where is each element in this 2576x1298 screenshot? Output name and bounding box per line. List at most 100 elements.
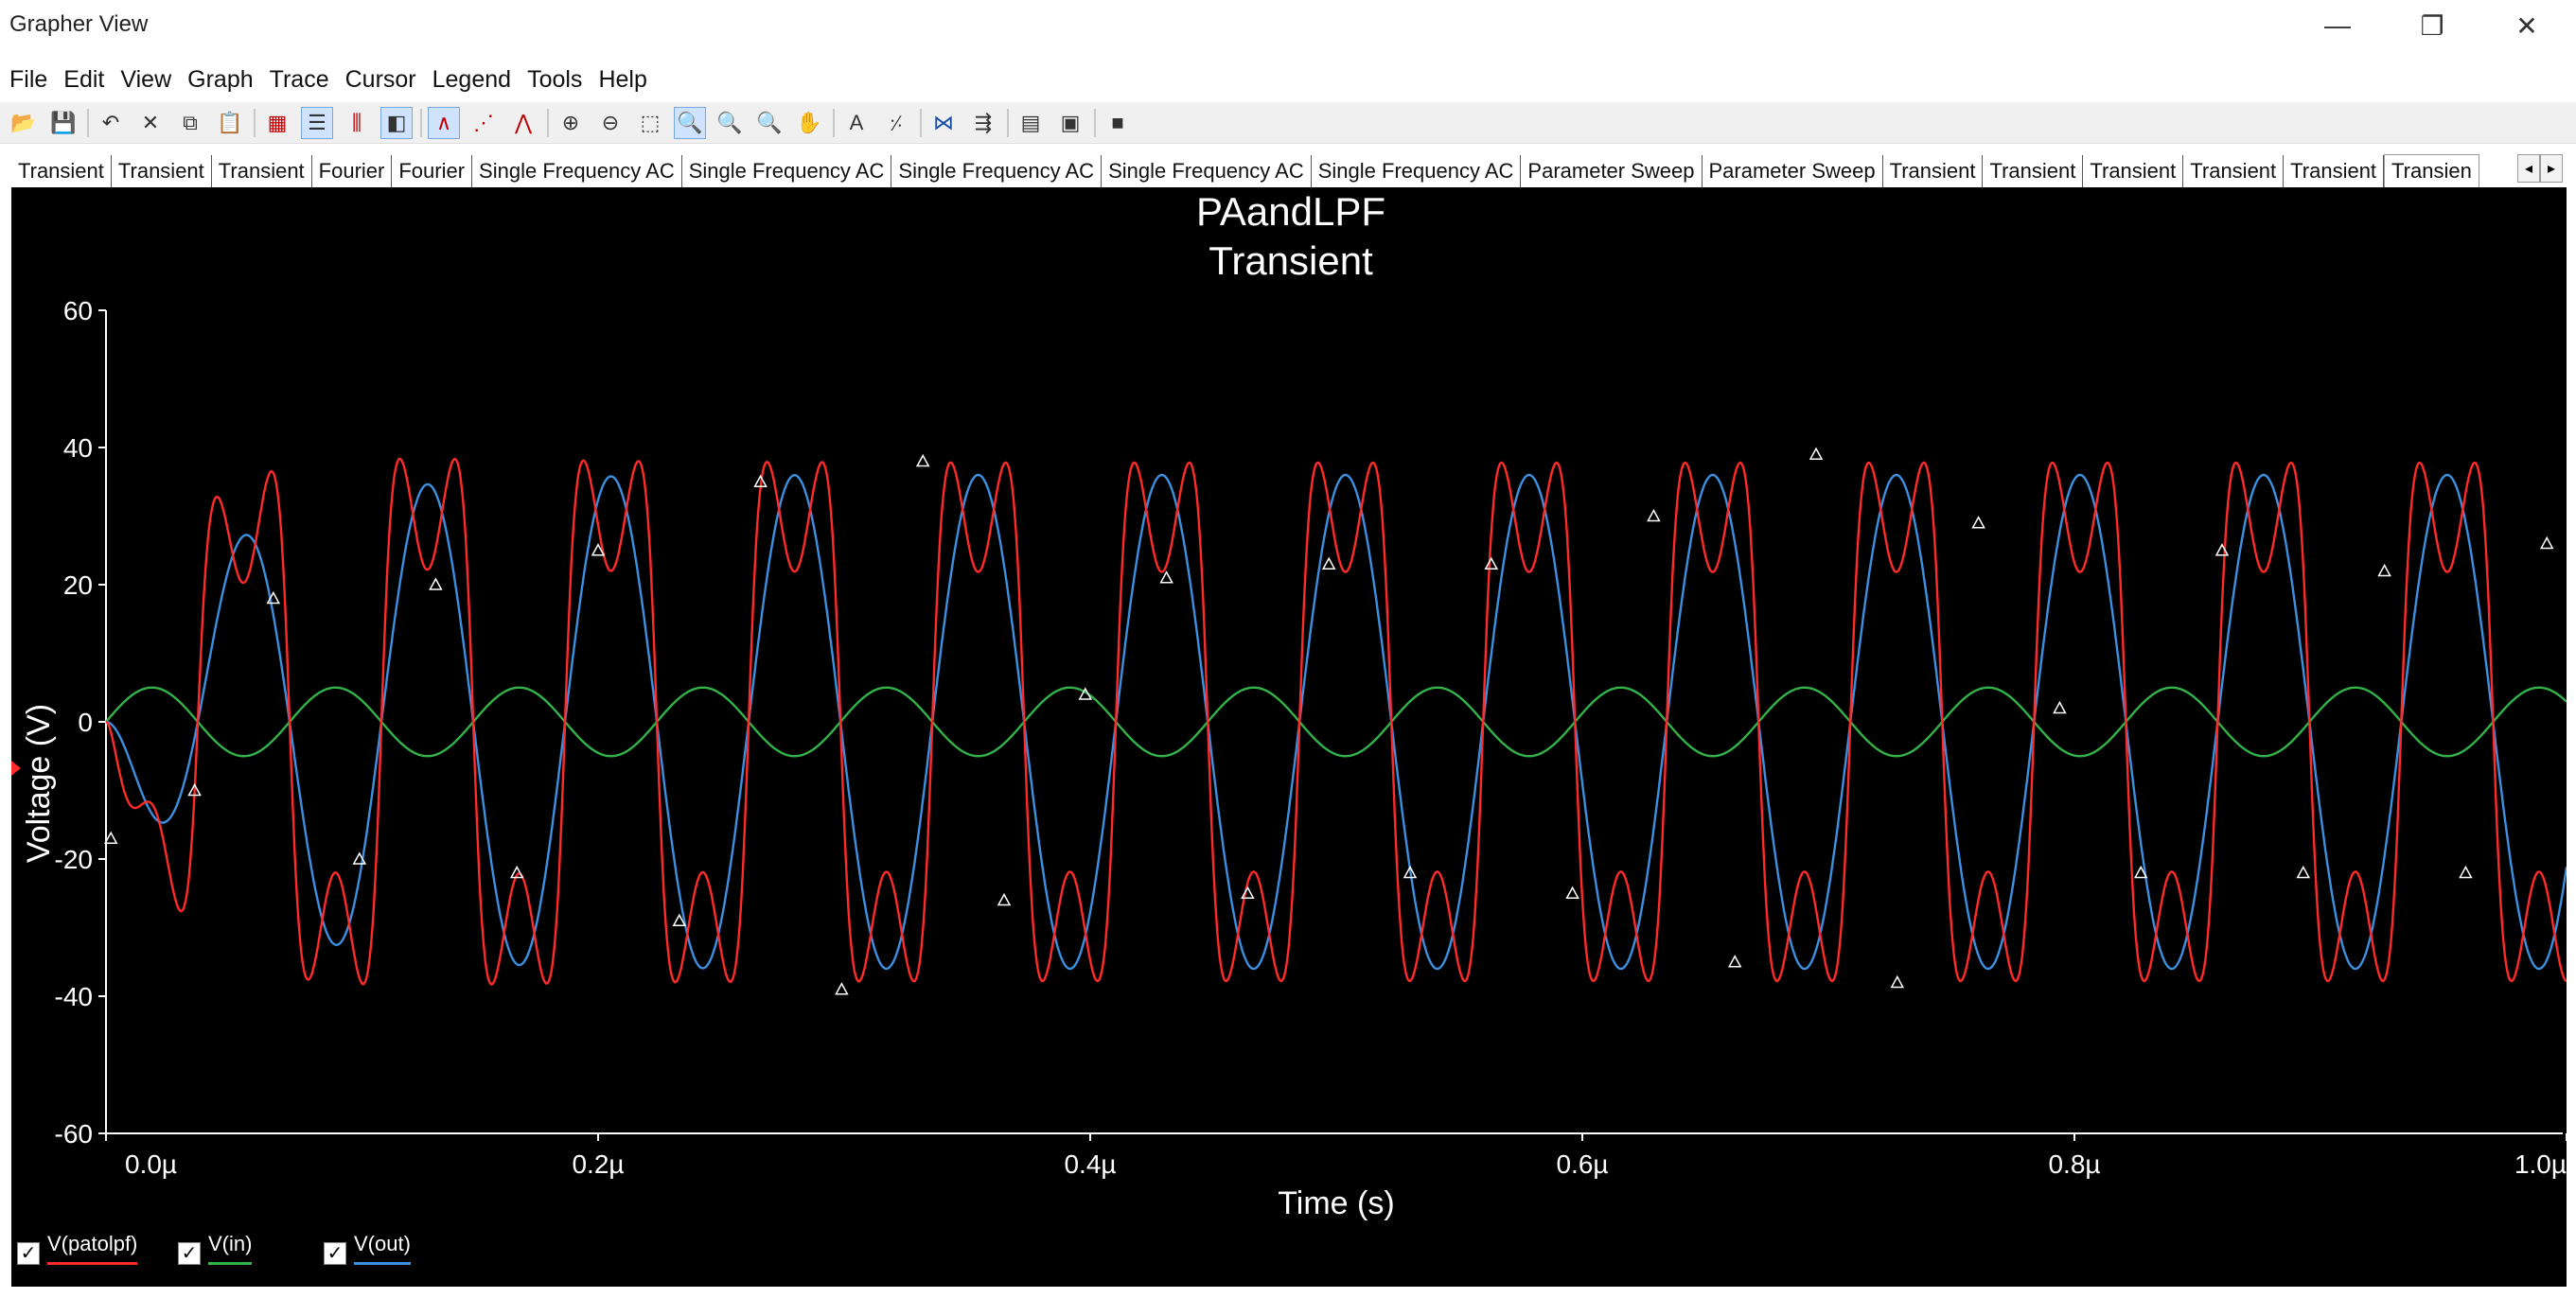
close-button[interactable]: ✕ [2515, 10, 2538, 41]
tab-scroll-right-button[interactable]: ▸ [2540, 154, 2563, 183]
overlay-icon[interactable]: ▤ [1020, 110, 1041, 134]
trace-points-icon[interactable]: ⋰ [473, 110, 494, 134]
trace-marker [672, 913, 687, 926]
tab-transient-14[interactable]: Transient [2083, 155, 2184, 187]
minimize-button[interactable]: — [2324, 10, 2351, 40]
trace-marker [1647, 508, 1661, 522]
tab-fourier-4[interactable]: Fourier [392, 155, 473, 187]
tab-scroll-controls: ◂ ▸ [2517, 154, 2563, 183]
cursor-marker[interactable] [11, 761, 21, 776]
reverse-colors-icon[interactable]: ◧ [380, 106, 413, 139]
trace-marker [1241, 886, 1255, 899]
tab-scroll-left-button[interactable]: ◂ [2517, 154, 2540, 183]
menu-edit[interactable]: Edit [63, 65, 105, 93]
paste-icon[interactable]: 📋 [217, 110, 243, 134]
legend-checkbox[interactable]: ✓ [17, 1242, 40, 1265]
trace-marker [266, 590, 281, 605]
trace-marker [1808, 447, 1824, 460]
zoom-area-icon[interactable]: ⬚ [640, 110, 661, 134]
trace-marker [835, 982, 849, 995]
text-icon[interactable]: A [849, 110, 864, 134]
legend-checkbox[interactable]: ✓ [178, 1242, 201, 1265]
tab-transient-16[interactable]: Transient [2284, 155, 2385, 187]
tab-transient-1[interactable]: Transient [112, 155, 212, 187]
legend-toggle-icon[interactable]: ☰ [301, 106, 333, 139]
tab-transient-15[interactable]: Transient [2183, 155, 2285, 187]
menu-tools[interactable]: Tools [527, 65, 583, 93]
properties-icon[interactable]: ▣ [1060, 110, 1081, 134]
zoom-y-icon[interactable]: 🔍 [756, 110, 783, 134]
zoom-full-icon[interactable]: 🔍 [674, 106, 706, 139]
x-tick-label: 0.0µ [125, 1149, 177, 1179]
trace-marker [1890, 974, 1905, 989]
zoom-in-icon[interactable]: ⊕ [561, 110, 580, 134]
open-icon[interactable]: 📂 [10, 110, 37, 134]
tab-single-frequency-ac-9[interactable]: Single Frequency AC [1312, 155, 1522, 187]
zoom-x-icon[interactable]: 🔍 [716, 110, 743, 134]
tab-single-frequency-ac-5[interactable]: Single Frequency AC [472, 155, 682, 187]
tab-transien-17[interactable]: Transien [2384, 154, 2479, 187]
cut-icon[interactable]: ✕ [141, 110, 160, 134]
trace-marker [2296, 865, 2311, 879]
toolbar-separator [833, 108, 835, 137]
tab-fourier-3[interactable]: Fourier [312, 155, 393, 187]
copy-icon[interactable]: ⧉ [183, 110, 198, 134]
stop-icon[interactable]: ■ [1111, 110, 1124, 134]
menu-legend[interactable]: Legend [432, 65, 512, 93]
trace-marker [187, 782, 202, 797]
menu-graph[interactable]: Graph [187, 65, 254, 93]
trace-line-icon[interactable]: ∧ [428, 106, 460, 139]
undo-icon[interactable]: ↶ [101, 110, 120, 134]
menu-view[interactable]: View [120, 65, 172, 93]
grid-icon[interactable]: ▦ [267, 110, 288, 134]
tab-single-frequency-ac-6[interactable]: Single Frequency AC [682, 155, 892, 187]
legend-item[interactable]: ✓ V(out) [324, 1232, 411, 1265]
y-axis-label: Voltage (V) [21, 704, 57, 863]
tab-single-frequency-ac-7[interactable]: Single Frequency AC [891, 155, 1103, 187]
legend-checkbox[interactable]: ✓ [324, 1242, 346, 1265]
trace-marker [509, 865, 524, 879]
tab-parameter-sweep-10[interactable]: Parameter Sweep [1521, 155, 1703, 187]
zoom-out-icon[interactable]: ⊖ [601, 110, 620, 134]
graph-area[interactable]: PAandLPF Transient Time (s) Voltage (V) … [11, 187, 2567, 1287]
legend-label: V(patolpf) [47, 1232, 138, 1265]
x-tick-label: 1.0µ [2514, 1149, 2567, 1179]
tab-transient-0[interactable]: Transient [11, 155, 112, 187]
trace-marker [1565, 886, 1579, 899]
graph-title-line2: Transient [1209, 238, 1373, 283]
x-tick-label: 0.2µ [572, 1149, 624, 1179]
save-icon[interactable]: 💾 [50, 110, 77, 134]
restore-button[interactable]: ❐ [2420, 10, 2444, 41]
tab-transient-2[interactable]: Transient [212, 155, 312, 187]
tab-single-frequency-ac-8[interactable]: Single Frequency AC [1102, 155, 1312, 187]
y-tick-label: 20 [63, 570, 93, 600]
pan-icon[interactable]: ✋ [796, 110, 822, 134]
trace-vpatolpf[interactable] [105, 457, 2567, 986]
graph-title-line1: PAandLPF [1196, 189, 1385, 234]
title-bar: Grapher View — ❐ ✕ [0, 0, 2576, 51]
tab-parameter-sweep-11[interactable]: Parameter Sweep [1703, 155, 1883, 187]
tab-transient-13[interactable]: Transient [1983, 155, 2084, 187]
menu-cursor[interactable]: Cursor [344, 65, 416, 93]
toolbar-separator [547, 108, 549, 137]
trace-marker [591, 543, 606, 556]
x-tick-label: 0.8µ [2048, 1149, 2100, 1179]
cursor-icon[interactable]: ⫼ [351, 110, 362, 134]
x-tick-label: 0.6µ [1556, 1149, 1608, 1179]
tab-transient-12[interactable]: Transient [1883, 155, 1984, 187]
label-icon[interactable]: ⸓ [889, 111, 904, 135]
menu-file[interactable]: File [9, 65, 48, 93]
trace-marker [1403, 865, 1418, 879]
plot-svg[interactable]: PAandLPF Transient Time (s) Voltage (V) … [11, 187, 2567, 1287]
menu-trace[interactable]: Trace [269, 65, 329, 93]
export-icon[interactable]: ⇶ [974, 110, 993, 134]
legend-item[interactable]: ✓ V(in) [178, 1232, 253, 1265]
y-tick-label: 60 [63, 296, 93, 325]
trace-vin[interactable] [105, 686, 2567, 758]
add-trace-icon[interactable]: ⋈ [933, 110, 954, 134]
menu-help[interactable]: Help [598, 65, 647, 93]
x-axis-label: Time (s) [1278, 1185, 1394, 1221]
legend-item[interactable]: ✓ V(patolpf) [17, 1232, 138, 1265]
trace-line-points-icon[interactable]: ⋀ [514, 110, 533, 134]
legend-label: V(out) [354, 1232, 411, 1265]
